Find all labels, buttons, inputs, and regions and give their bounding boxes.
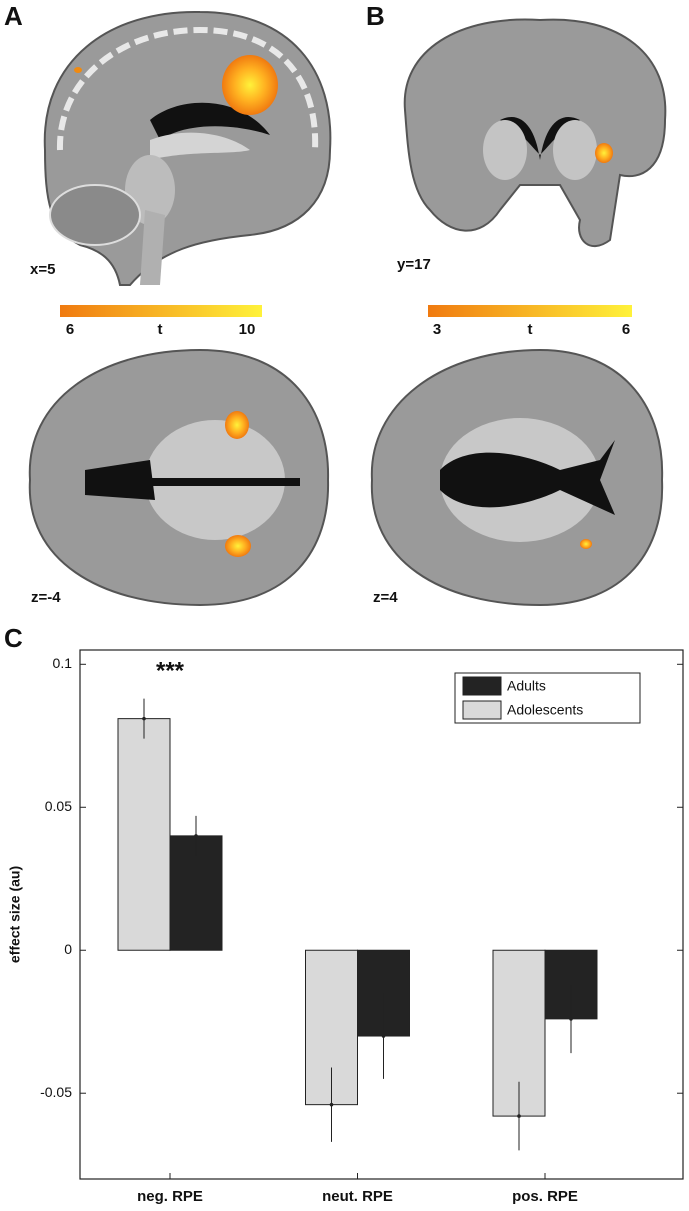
legend-swatch xyxy=(462,676,502,696)
mean-dot xyxy=(569,1017,573,1021)
axial-slice xyxy=(28,348,330,607)
x-tick-label: neg. RPE xyxy=(137,1188,203,1205)
panel-text: A B x=5 z=-4 y=17 z=4 6 t 10 3 t 6 C xyxy=(4,1,630,653)
slice-label: z=4 xyxy=(373,589,398,606)
colorbar-label: t xyxy=(158,321,163,338)
slice-label: x=5 xyxy=(30,261,55,278)
mean-dot xyxy=(381,1034,386,1038)
y-tick-label: 0.1 xyxy=(53,655,73,671)
mean-dot xyxy=(517,1114,521,1118)
y-tick-label: -0.05 xyxy=(40,1084,72,1100)
mean-dot xyxy=(142,716,146,721)
legend-label: Adolescents xyxy=(507,702,583,718)
legend-label: Adults xyxy=(507,678,546,694)
colorbar xyxy=(60,305,262,317)
mean-dot xyxy=(194,834,198,838)
significance: *** xyxy=(156,657,185,684)
colorbar-min: 3 xyxy=(433,321,441,338)
panel-letter: B xyxy=(366,1,385,31)
colorbar-max: 10 xyxy=(239,321,256,338)
axial-slice xyxy=(370,348,664,607)
x-tick-label: neut. RPE xyxy=(322,1188,393,1205)
x-tick-label: pos. RPE xyxy=(512,1188,578,1205)
slice-label: z=-4 xyxy=(31,589,61,606)
legend-swatch xyxy=(462,700,502,720)
colorbar xyxy=(428,305,632,317)
plot-frame xyxy=(79,649,684,1180)
colorbar-min: 6 xyxy=(66,321,74,338)
bar xyxy=(117,718,171,951)
y-axis-label: effect size (au) xyxy=(7,866,23,963)
coronal-slice xyxy=(403,18,667,247)
y-tick-label: 0 xyxy=(64,941,72,957)
colorbar-label: t xyxy=(528,321,533,338)
sagittal-slice xyxy=(43,10,332,286)
y-tick-label: 0.05 xyxy=(45,798,72,814)
panel-letter: C xyxy=(4,623,23,653)
slice-label: y=17 xyxy=(397,256,431,273)
colorbar-max: 6 xyxy=(622,321,630,338)
mean-dot xyxy=(329,1102,334,1107)
panel-letter: A xyxy=(4,1,23,31)
